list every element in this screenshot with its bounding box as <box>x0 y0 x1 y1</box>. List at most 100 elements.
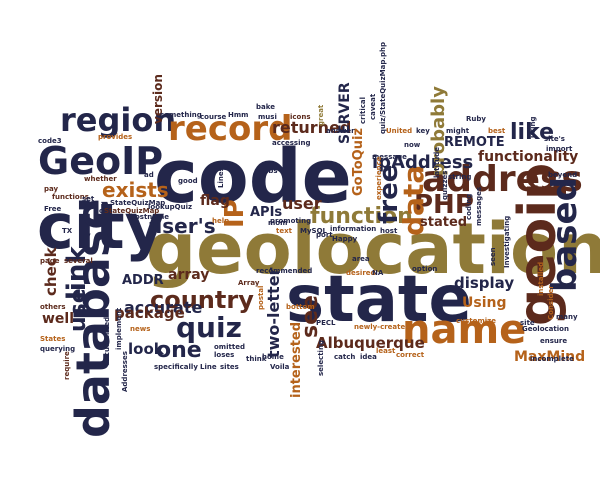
cloud-word: site <box>520 319 535 327</box>
cloud-word: something <box>160 111 202 119</box>
cloud-word: accessing <box>272 139 311 147</box>
cloud-word: interested <box>289 321 304 398</box>
cloud-word: functions <box>52 193 89 201</box>
cloud-word: StateQuizMap <box>110 199 166 207</box>
cloud-word: functionality <box>478 149 579 165</box>
cloud-word: like <box>510 120 555 145</box>
cloud-word: postal <box>257 285 265 310</box>
cloud-word: flag <box>200 193 230 209</box>
cloud-word: site's <box>544 135 565 143</box>
cloud-word: well <box>42 311 75 327</box>
cloud-word: one <box>156 338 202 363</box>
cloud-word: Happy <box>332 235 358 243</box>
cloud-word: Array <box>238 279 260 287</box>
cloud-word: geolocation <box>146 208 600 290</box>
cloud-word: correct <box>396 351 425 359</box>
cloud-word: others <box>40 303 66 311</box>
cloud-word: mom <box>268 219 288 227</box>
cloud-word: exists <box>102 178 169 202</box>
cloud-word: Lines <box>217 167 225 188</box>
cloud-word: whether <box>84 175 117 183</box>
cloud-word: ad <box>144 171 154 179</box>
cloud-word: require <box>63 351 71 380</box>
cloud-word: Voila <box>270 363 290 371</box>
cloud-word: omitted <box>214 343 245 351</box>
cloud-word: Albuquerque <box>316 334 425 352</box>
cloud-word: installed <box>537 261 545 296</box>
cloud-word: beyond <box>548 171 578 179</box>
cloud-word: Addresses <box>121 351 129 392</box>
cloud-word: text <box>276 227 292 235</box>
cloud-word: returned <box>272 118 352 137</box>
cloud-word: set <box>82 195 95 203</box>
cloud-word: package <box>114 304 185 322</box>
cloud-word: quiz <box>176 311 242 344</box>
cloud-word: loses <box>214 351 235 359</box>
cloud-word: host <box>380 227 398 235</box>
cloud-word: key <box>416 127 430 135</box>
cloud-word: ADDR <box>122 273 164 288</box>
cloud-word: States <box>40 335 66 343</box>
cloud-word: city <box>37 190 166 263</box>
cloud-word: GeoIP <box>38 139 164 183</box>
cloud-word: lbs <box>266 167 278 175</box>
cloud-word: got <box>94 207 108 215</box>
cloud-word: experience <box>375 156 383 200</box>
cloud-word: display <box>454 274 515 292</box>
cloud-word: TX <box>62 227 73 235</box>
cloud-word: implement <box>115 307 123 350</box>
cloud-word: look <box>128 340 164 358</box>
cloud-word: check <box>42 247 60 296</box>
cloud-word: newly-created <box>354 323 411 331</box>
cloud-word: PECL <box>316 319 336 327</box>
cloud-word: promoting <box>270 217 312 225</box>
cloud-word: lookupQuiz <box>148 203 193 211</box>
cloud-word: critical <box>359 96 367 124</box>
cloud-word: best <box>488 127 506 135</box>
cloud-word: GoToQuiz <box>351 127 366 196</box>
cloud-word: several <box>64 257 93 265</box>
cloud-word: address <box>422 159 583 200</box>
cloud-word: might <box>446 127 470 135</box>
cloud-word: information <box>330 225 377 233</box>
cloud-word: state <box>286 263 472 337</box>
cloud-word: pay <box>44 185 59 193</box>
cloud-word: course <box>200 113 227 121</box>
cloud-word: APIs <box>250 205 283 220</box>
cloud-word: idea <box>360 353 377 361</box>
cloud-word: selecting <box>317 340 325 376</box>
cloud-word: many <box>556 313 578 321</box>
cloud-word: incomplete <box>530 355 574 363</box>
cloud-word: array <box>168 267 210 283</box>
cloud-word: name <box>402 307 527 353</box>
cloud-word: answer <box>326 127 355 135</box>
cloud-word: provides <box>98 133 133 141</box>
cloud-word: string <box>448 173 472 181</box>
cloud-word: Geolocation <box>522 325 569 333</box>
cloud-word: Consider <box>547 285 555 320</box>
cloud-word: import <box>546 145 573 153</box>
cloud-word: help <box>212 217 230 225</box>
cloud-word: record <box>168 109 293 149</box>
cloud-word: accurate <box>124 298 203 317</box>
cloud-word: country <box>150 286 254 314</box>
cloud-word: United <box>386 127 413 135</box>
cloud-word: musi <box>258 113 277 121</box>
cloud-word: Investigating <box>503 215 511 268</box>
cloud-word: querying <box>40 345 76 353</box>
cloud-word: stated <box>420 215 468 230</box>
cloud-word: news <box>130 325 151 333</box>
cloud-word: code3 <box>38 137 62 145</box>
cloud-word: bake <box>256 103 275 111</box>
cloud-word: seen <box>489 247 497 266</box>
cloud-word: great <box>317 104 325 126</box>
cloud-word: Line <box>200 363 217 371</box>
cloud-word: recommended <box>256 267 313 275</box>
cloud-word: icons <box>290 113 311 121</box>
cloud-word: using <box>529 116 537 138</box>
cloud-word: user <box>282 194 322 213</box>
cloud-word: Free <box>44 205 62 213</box>
cloud-word: MaxMind <box>514 349 586 365</box>
cloud-word: Hmm <box>228 111 249 119</box>
